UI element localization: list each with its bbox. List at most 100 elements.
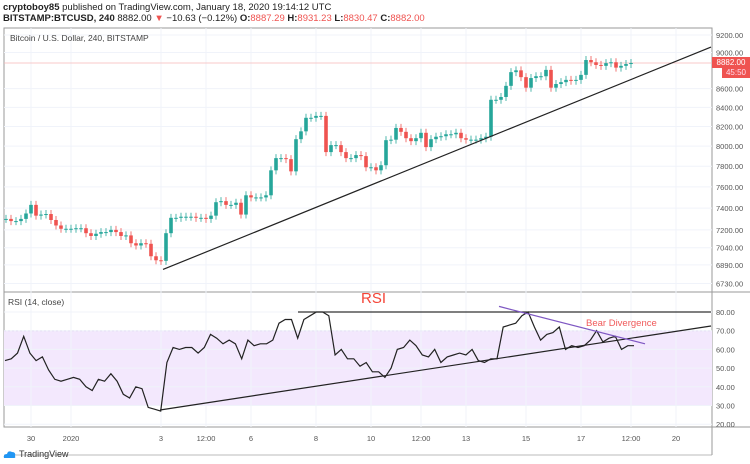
- candle-body: [244, 195, 248, 215]
- price-tick-label: 8400.00: [716, 103, 743, 112]
- price-tick-label: 8600.00: [716, 85, 743, 94]
- price-tick-label: 9000.00: [716, 48, 743, 57]
- high-value: 8931.23: [297, 13, 332, 24]
- rsi-annotation: RSI: [361, 290, 387, 307]
- candle-body: [324, 115, 328, 153]
- price-tick-label: 7400.00: [716, 204, 743, 213]
- candle-body: [454, 132, 458, 135]
- candle-body: [24, 213, 28, 219]
- rsi-divergence-line: [498, 305, 646, 345]
- candle-body: [14, 221, 18, 223]
- candle-body: [484, 136, 488, 139]
- price-change: −10.63 (−0.12%): [166, 13, 238, 24]
- candle-body: [154, 256, 158, 261]
- candle-body: [259, 197, 263, 199]
- candle-body: [29, 204, 33, 214]
- candle-body: [409, 138, 413, 142]
- candle-body: [629, 62, 633, 65]
- candle-body: [284, 158, 288, 160]
- candle-body: [49, 214, 53, 220]
- candle-body: [144, 243, 148, 245]
- price-tick-label: 7200.00: [716, 226, 743, 235]
- candle-body: [354, 155, 358, 159]
- candle-body: [489, 99, 493, 137]
- price-tick-label: 7800.00: [716, 162, 743, 171]
- rsi-tick-label: 20.00: [716, 420, 735, 429]
- time-tick-label: 6: [249, 434, 253, 443]
- symbol-ohlc-bar: BITSTAMP:BTCUSD, 240 8882.00 ▼ −10.63 (−…: [3, 13, 425, 24]
- close-label: C:: [380, 13, 391, 24]
- price-tick-label: 7600.00: [716, 183, 743, 192]
- candle-body: [449, 134, 453, 136]
- time-tick-label: 30: [27, 434, 35, 443]
- candle-body: [59, 225, 63, 229]
- price-tick-label: 8200.00: [716, 122, 743, 131]
- candle-body: [119, 232, 123, 236]
- candle-body: [339, 145, 343, 153]
- candle-body: [619, 65, 623, 68]
- candle-body: [39, 214, 43, 216]
- rsi-tick-label: 40.00: [716, 383, 735, 392]
- candle-body: [179, 216, 183, 218]
- time-tick-label: 15: [522, 434, 530, 443]
- time-tick-label: 10: [367, 434, 375, 443]
- candle-body: [34, 204, 38, 216]
- candle-body: [554, 84, 558, 88]
- candle-body: [569, 79, 573, 81]
- candle-body: [384, 140, 388, 166]
- candle-body: [189, 216, 193, 218]
- candle-body: [599, 64, 603, 66]
- price-tick-label: 6730.00: [716, 280, 743, 289]
- candle-body: [549, 69, 553, 88]
- candle-body: [499, 96, 503, 100]
- time-tick-label: 2020: [63, 434, 80, 443]
- candle-body: [69, 228, 73, 230]
- candle-body: [174, 217, 178, 219]
- price-tick-label: 7040.00: [716, 244, 743, 253]
- time-tick-label: 12:00: [197, 434, 216, 443]
- price-tick-label: 8000.00: [716, 142, 743, 151]
- bear-divergence-annotation: Bear Divergence: [586, 318, 657, 329]
- candle-body: [199, 217, 203, 219]
- publish-info: cryptoboy85 published on TradingView.com…: [3, 2, 331, 13]
- candle-body: [169, 217, 173, 234]
- candle-body: [299, 131, 303, 140]
- time-tick-label: 20: [672, 434, 680, 443]
- candle-body: [509, 72, 513, 86]
- candle-body: [379, 165, 383, 171]
- tradingview-brand: TradingView: [19, 449, 69, 459]
- candle-body: [624, 64, 628, 66]
- candle-body: [44, 214, 48, 216]
- candle-body: [314, 115, 318, 118]
- tradingview-logo[interactable]: TradingView: [3, 449, 69, 459]
- candle-body: [209, 215, 213, 219]
- last-price-tag: 8882.00: [712, 57, 750, 68]
- candle-body: [584, 60, 588, 75]
- candle-body: [534, 76, 538, 79]
- publisher-name[interactable]: cryptoboy85: [3, 2, 60, 13]
- candle-body: [74, 228, 78, 230]
- candle-body: [394, 127, 398, 140]
- candle-body: [114, 229, 118, 233]
- candle-body: [529, 78, 533, 88]
- candle-body: [54, 219, 58, 226]
- candle-body: [134, 243, 138, 246]
- candle-body: [539, 76, 543, 78]
- candle-body: [149, 243, 153, 257]
- candle-body: [309, 117, 313, 119]
- candle-body: [414, 138, 418, 142]
- candle-body: [559, 82, 563, 85]
- candle-body: [269, 170, 273, 196]
- candle-body: [304, 117, 308, 132]
- candle-body: [609, 62, 613, 64]
- candle-body: [344, 152, 348, 159]
- price-pane-title: Bitcoin / U.S. Dollar, 240, BITSTAMP: [10, 33, 149, 43]
- candle-body: [504, 85, 508, 97]
- candle-body: [514, 70, 518, 73]
- candle-body: [254, 197, 258, 199]
- candle-body: [494, 99, 498, 101]
- candle-body: [164, 233, 168, 261]
- candle-body: [279, 158, 283, 160]
- candle-body: [84, 228, 88, 234]
